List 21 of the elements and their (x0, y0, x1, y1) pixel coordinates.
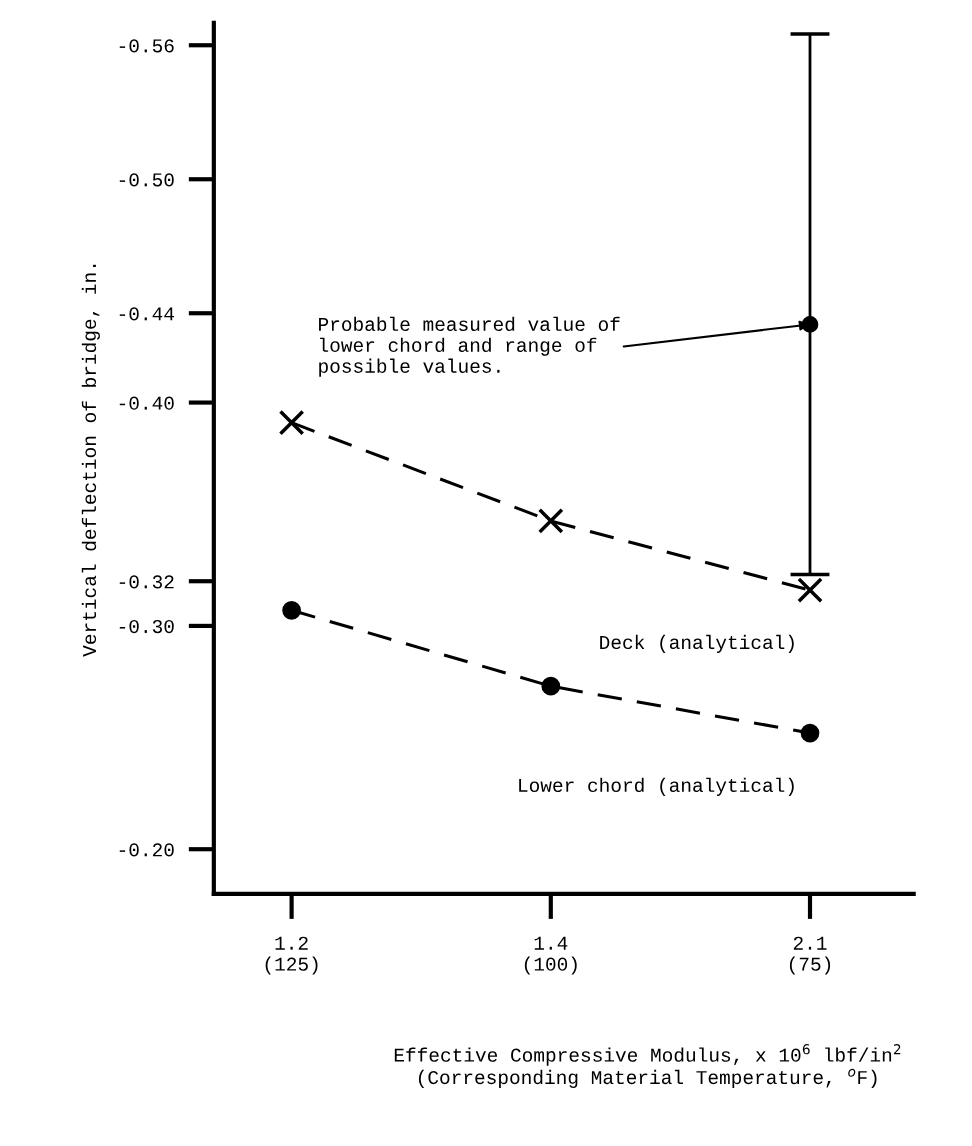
point (278, 409, 305, 436)
annotation: Probable measured value of lower chord and range of possible values. (319, 316, 620, 377)
y-tick-label: -0.40 (119, 396, 174, 410)
y-axis-title: Vertical deflection of bridge, in. (81, 264, 100, 657)
text: Lower chord (analytical) (519, 777, 794, 796)
x-tick-label: 1.2 (125) (265, 936, 318, 975)
point (537, 508, 564, 534)
point (541, 676, 561, 696)
y-tick-label: -0.20 (119, 843, 174, 857)
text: Effective Compressive Modulus, x 10$^{6}$ lbf/in$^{2}$ (Corresponding Material Temperature, $^{o}$F) (394, 1044, 901, 1088)
y-tick-label: -0.30 (119, 619, 174, 634)
series-label: Deck (analytical) (600, 634, 794, 653)
point (797, 577, 823, 604)
y-tick-label: -0.44 (119, 307, 174, 321)
x-tick-label: 2.1 (75) (789, 936, 831, 975)
y-tick-label: -0.32 (119, 575, 174, 589)
x-tick-label: 1.4 (100) (524, 936, 577, 975)
y-tick-label: -0.56 (119, 39, 174, 53)
point (282, 600, 301, 620)
point (800, 723, 820, 743)
y-tick-label: -0.50 (119, 173, 174, 187)
